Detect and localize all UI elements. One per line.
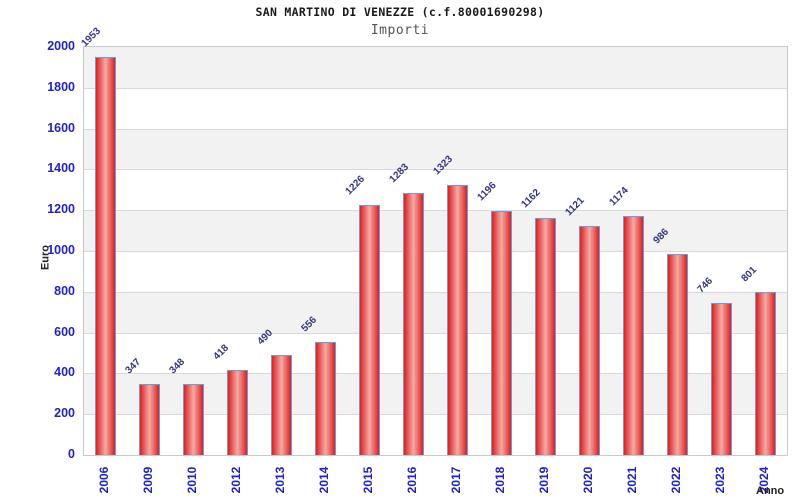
chart-subtitle: Importi <box>370 23 430 38</box>
gridline <box>84 169 787 171</box>
grid-band <box>84 87 787 129</box>
y-axis-title: Euro <box>39 244 52 271</box>
y-tick-label: 1400 <box>47 161 75 176</box>
chart-title: SAN MARTINO DI VENEZZE (c.f.80001690298) <box>255 5 545 19</box>
x-axis-title: Anno <box>756 485 785 497</box>
x-tick-label: 2019 <box>537 466 551 494</box>
x-tick-label: 2015 <box>361 466 375 494</box>
x-tick-label: 2018 <box>493 466 507 494</box>
bar <box>226 369 248 455</box>
bar <box>182 384 204 455</box>
x-tick-label: 2021 <box>625 466 639 494</box>
y-tick-label: 600 <box>54 324 75 339</box>
grid-band <box>84 128 787 170</box>
bar <box>622 215 644 455</box>
bar <box>358 204 380 455</box>
gridline <box>84 87 787 89</box>
bar <box>270 355 292 455</box>
bar <box>490 211 512 455</box>
bar <box>666 253 688 455</box>
x-tick-label: 2009 <box>141 466 155 494</box>
y-tick-label: 400 <box>54 365 75 380</box>
x-tick-label: 2014 <box>317 466 331 494</box>
gridline <box>84 128 787 130</box>
bar <box>578 226 600 455</box>
bar <box>138 384 160 455</box>
y-tick-label: 1600 <box>47 120 75 135</box>
y-tick-label: 1800 <box>47 79 75 94</box>
gridline <box>84 414 787 416</box>
gridline <box>84 210 787 212</box>
y-tick-label: 0 <box>68 447 75 461</box>
gridline <box>84 373 787 375</box>
gridline <box>84 291 787 293</box>
bar <box>534 217 556 455</box>
y-tick-label: 200 <box>54 406 75 421</box>
y-tick-label: 2000 <box>47 39 75 53</box>
x-tick-label: 2022 <box>669 466 683 494</box>
bar <box>94 56 116 455</box>
bar <box>710 302 732 455</box>
grid-band <box>84 169 787 211</box>
y-tick-label: 800 <box>54 283 75 298</box>
bar <box>402 193 424 455</box>
plot-area <box>83 46 788 456</box>
y-tick-label: 1000 <box>47 243 75 257</box>
x-tick-label: 2010 <box>185 466 199 494</box>
bar <box>446 185 468 455</box>
bar <box>754 291 776 455</box>
bar <box>314 341 336 455</box>
x-tick-label: 2012 <box>229 466 243 494</box>
x-tick-label: 2020 <box>581 466 595 494</box>
y-tick-label: 1200 <box>47 202 75 217</box>
gridline <box>84 332 787 334</box>
grid-band <box>84 210 787 251</box>
gridline <box>84 251 787 252</box>
x-tick-label: 2017 <box>449 466 463 494</box>
x-tick-label: 2013 <box>273 466 287 494</box>
x-tick-label: 2006 <box>97 466 111 494</box>
grid-band <box>84 47 787 88</box>
x-tick-label: 2016 <box>405 466 419 494</box>
x-tick-label: 2023 <box>713 466 727 494</box>
